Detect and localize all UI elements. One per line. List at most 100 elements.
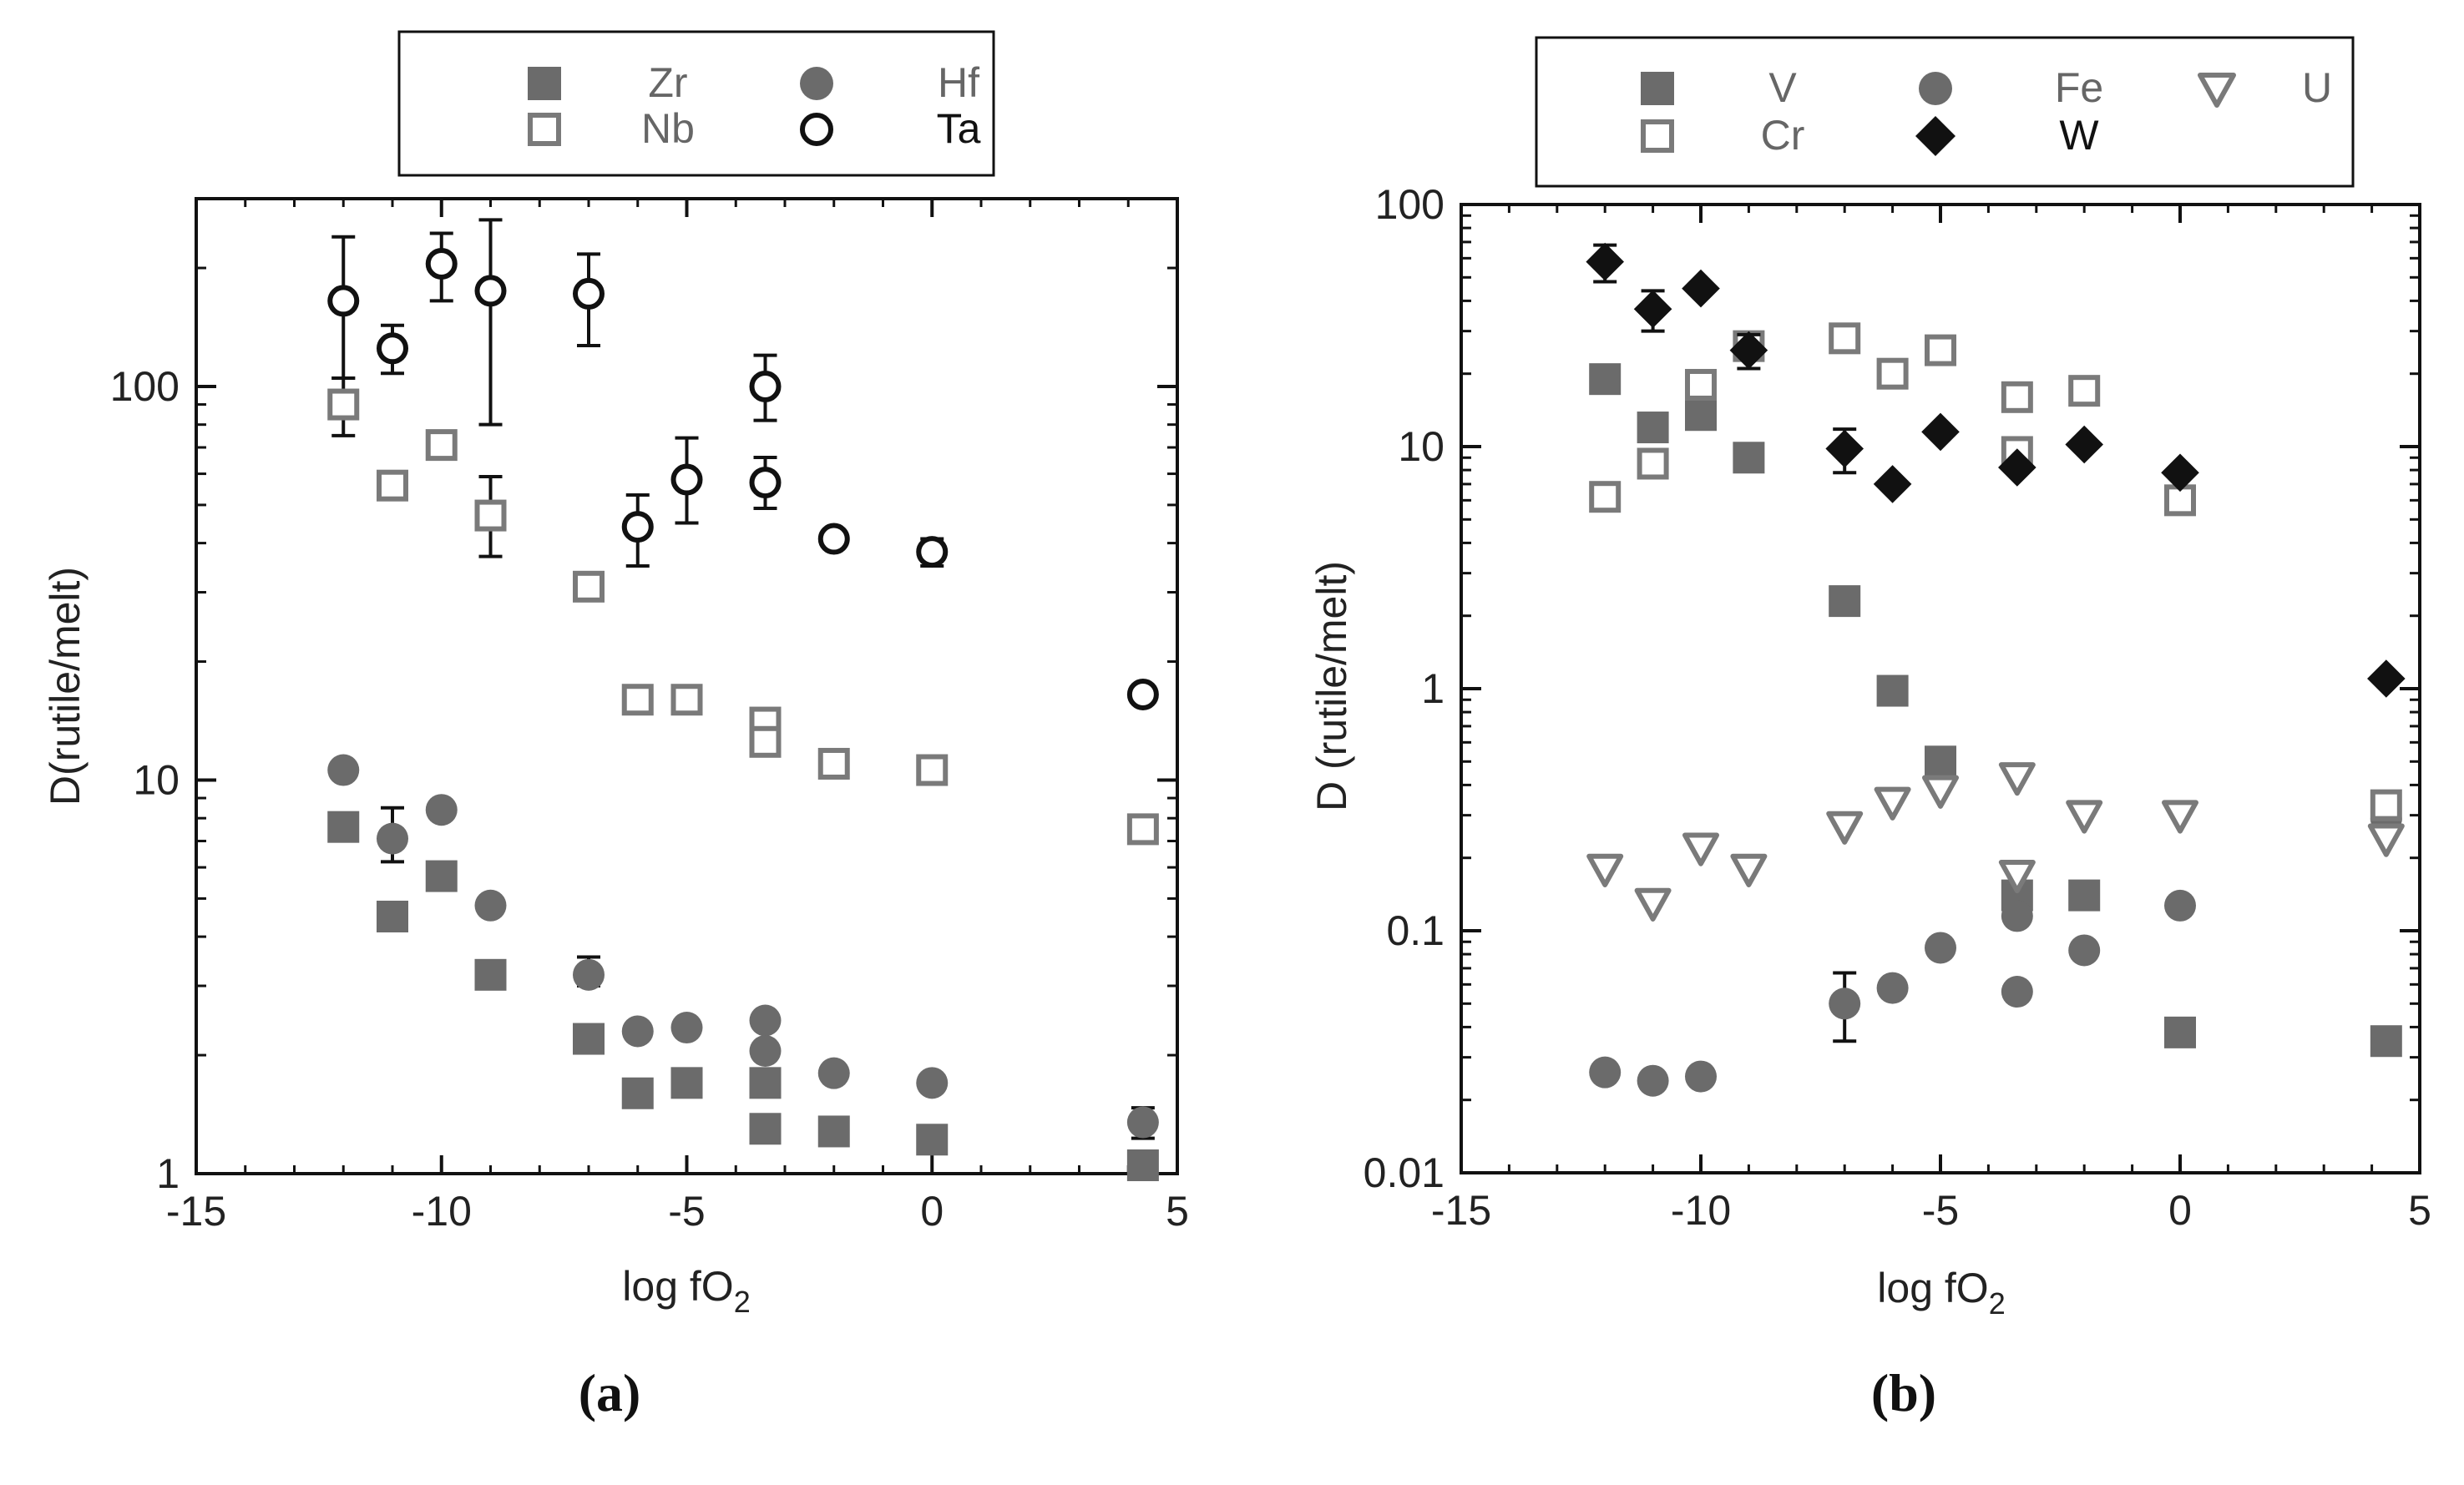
- point-ta: [749, 370, 782, 402]
- y-tick-label: 10: [133, 756, 180, 803]
- point-hf: [573, 958, 605, 991]
- point-zr: [670, 1067, 703, 1099]
- point-cr: [1589, 481, 1622, 513]
- legend-marker-v: [1641, 72, 1674, 105]
- legend-label-hf: Hf: [938, 59, 979, 106]
- y-tick-label: 0.1: [1386, 907, 1445, 954]
- point-hf: [425, 794, 458, 826]
- point-v: [1637, 412, 1669, 444]
- point-fe: [1637, 1064, 1669, 1097]
- point-fe: [1876, 972, 1909, 1004]
- point-w: [1921, 412, 1960, 452]
- legend-box-a: [397, 30, 995, 177]
- y-axis-label-b: D (rutile/melt): [1308, 561, 1355, 811]
- y-tick-label: 10: [1398, 423, 1445, 470]
- point-u: [2162, 800, 2198, 834]
- point-zr: [573, 1023, 605, 1055]
- legend-label-fe: Fe: [2055, 64, 2103, 111]
- point-ta: [1126, 678, 1159, 710]
- point-hf: [916, 1067, 949, 1099]
- point-zr: [749, 1113, 782, 1145]
- panel-label-b: (b): [1871, 1363, 1936, 1422]
- x-tick-label: -15: [1431, 1187, 1491, 1234]
- point-nb: [377, 469, 408, 502]
- panel-label-a: (a): [579, 1363, 641, 1422]
- point-u: [1634, 887, 1672, 922]
- x-tick-label: 5: [1166, 1188, 1189, 1235]
- point-hf: [1126, 1106, 1159, 1139]
- point-v: [2164, 1016, 2196, 1048]
- legend-label-ta: Ta: [937, 105, 981, 152]
- point-cr: [2068, 375, 2101, 407]
- point-ta: [327, 285, 360, 317]
- legend-marker-nb: [528, 113, 561, 146]
- point-w: [1998, 448, 2036, 487]
- point-zr: [1126, 1149, 1159, 1182]
- point-fe: [1925, 932, 1956, 964]
- y-axis-label-a: D(rutile/melt): [42, 567, 89, 806]
- point-u: [1998, 762, 2036, 796]
- ticks-a: -15 -10 -5 0 5 1 10 100: [110, 199, 1189, 1235]
- point-fe: [1589, 1056, 1622, 1088]
- point-v: [1685, 399, 1717, 432]
- point-hf: [749, 1004, 782, 1037]
- point-zr: [474, 958, 507, 991]
- point-u: [2066, 800, 2103, 834]
- point-fe: [1685, 1060, 1717, 1093]
- legend-label-cr: Cr: [1761, 112, 1805, 159]
- point-cr: [2001, 381, 2033, 413]
- legend-box-b: [1535, 36, 2355, 188]
- point-u: [1998, 859, 2036, 894]
- point-u: [1874, 786, 1911, 821]
- point-ta: [621, 511, 654, 543]
- x-axis-label-b: log fO2: [1877, 1265, 2005, 1321]
- legend-label-u: U: [2302, 64, 2332, 111]
- point-zr: [817, 1115, 850, 1148]
- point-cr: [1829, 322, 1861, 355]
- legend-marker-ta: [800, 113, 833, 146]
- legend-marker-w: [1915, 116, 1956, 156]
- point-hf: [474, 889, 507, 922]
- point-cr: [1685, 368, 1717, 401]
- point-v: [1733, 442, 1765, 474]
- point-hf: [749, 1035, 782, 1068]
- point-hf: [377, 822, 408, 855]
- marks-a: [327, 218, 1159, 1182]
- point-nb: [425, 429, 458, 462]
- point-ta: [749, 467, 782, 499]
- point-fe: [1829, 987, 1861, 1020]
- point-cr: [1876, 357, 1909, 390]
- point-nb: [749, 725, 782, 758]
- point-zr: [621, 1077, 654, 1109]
- legend-b: V Fe U Cr W: [1641, 64, 2332, 159]
- point-nb: [474, 499, 507, 532]
- point-zr: [749, 1067, 782, 1099]
- point-ta: [670, 463, 703, 496]
- point-u: [1682, 832, 1719, 866]
- legend-label-w: W: [2059, 112, 2099, 159]
- point-hf: [327, 754, 360, 786]
- point-u: [1586, 853, 1624, 887]
- point-u: [2367, 823, 2405, 857]
- point-v: [2370, 1025, 2402, 1058]
- point-w: [2161, 453, 2199, 492]
- legend-marker-cr: [1641, 119, 1674, 153]
- point-nb: [327, 388, 360, 421]
- point-ta: [425, 247, 458, 280]
- point-nb: [621, 684, 654, 716]
- legend-marker-zr: [528, 67, 561, 100]
- y-tick-label: 100: [110, 363, 180, 410]
- x-axis-label-a: log fO2: [622, 1263, 750, 1319]
- point-nb: [670, 684, 703, 716]
- point-w: [1586, 242, 1624, 281]
- point-u: [1826, 811, 1864, 845]
- ticks-b: -15 -10 -5 0 5 0.01 0.1 1 10 100: [1364, 181, 2431, 1234]
- x-tick-label: -5: [668, 1188, 705, 1235]
- x-tick-label: -10: [412, 1188, 472, 1235]
- x-tick-label: -10: [1671, 1187, 1731, 1234]
- point-fe: [2001, 976, 2033, 1008]
- point-v: [1876, 674, 1909, 707]
- point-w: [1825, 429, 1864, 468]
- point-hf: [670, 1012, 703, 1044]
